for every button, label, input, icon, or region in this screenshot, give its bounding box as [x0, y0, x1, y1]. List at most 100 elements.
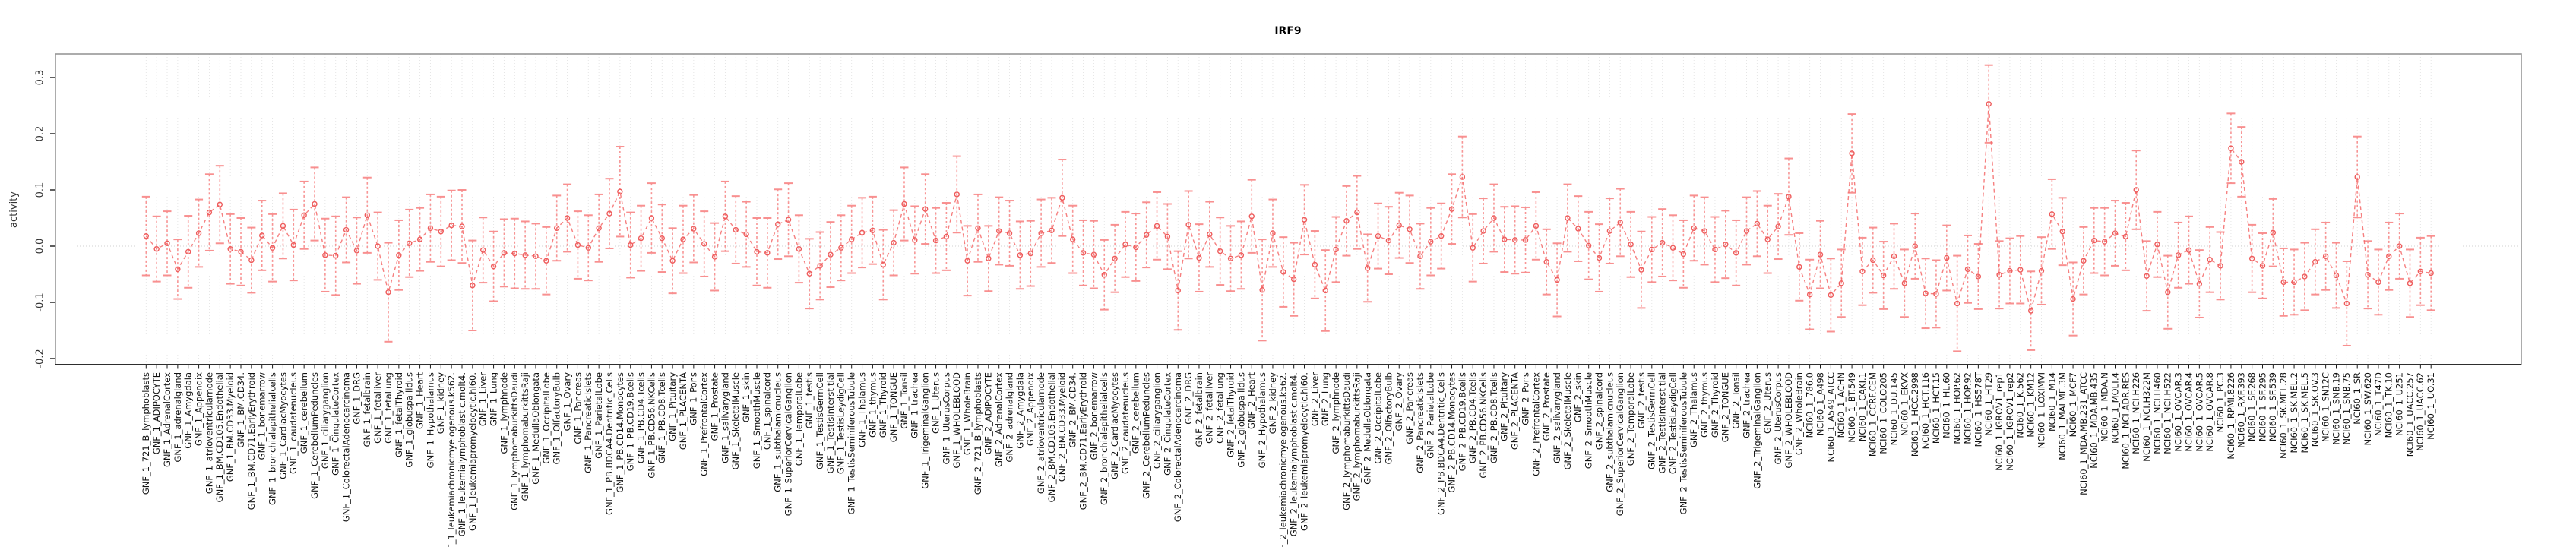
x-tick-label: GNF_2_SuperiorCervicalGanglion [1615, 372, 1625, 516]
data-point-marker [1628, 242, 1634, 248]
x-tick-label: NCI60_1_NCI.H322M [2141, 372, 2152, 462]
x-tick-label: NCI60_1_HOP.62 [1952, 372, 1963, 444]
x-tick-label: GNF_2_adrenalgland [1004, 372, 1014, 463]
x-tick-label: GNF_1_BM.CD71.EarlyErythroid [246, 372, 257, 510]
data-point-marker [2091, 237, 2097, 244]
x-tick-label: GNF_1_kidney [435, 372, 446, 434]
data-point-marker [1080, 250, 1087, 256]
x-tick-label: GNF_1_trachea [910, 372, 920, 438]
x-tick-label: GNF_1_PB.CD56.NKCells [646, 372, 657, 479]
data-point-marker [227, 246, 233, 252]
data-point-marker [1322, 287, 1328, 294]
data-point-marker [2144, 273, 2150, 279]
data-point-marker [1290, 276, 1297, 283]
data-point-marker [375, 243, 381, 249]
x-tick-label: GNF_1_lymphnode [498, 372, 509, 454]
x-tick-label: NCI60_1_OVCAR.5 [2194, 372, 2204, 452]
data-point-marker [1891, 253, 1897, 260]
data-point-marker [2291, 279, 2297, 286]
data-point-marker [1143, 232, 1150, 238]
x-tick-label: GNF_1_PancreaticIslets [583, 372, 593, 473]
x-tick-label: NCI60_1_UO.31 [2426, 372, 2436, 440]
data-point-marker [1954, 300, 1960, 307]
x-tick-label: GNF_2_PB.BDCA4.Dentritic_Cells [1436, 372, 1447, 515]
x-tick-label: NCI60_1_UACC.62 [2415, 372, 2426, 451]
data-point-marker [1806, 291, 1813, 298]
x-tick-label: GNF_1_TrigeminalGanglion [920, 372, 931, 489]
x-tick-label: GNF_1_Hypothalamus [425, 372, 435, 468]
x-tick-label: GNF_2_leukemialymphoblastic.molt4. [1289, 372, 1299, 536]
data-point-marker [1659, 239, 1666, 246]
x-tick-label: GNF_2_lymphomaburkittsDaudi [1341, 372, 1352, 510]
y-tick-label: -0.1 [35, 292, 46, 311]
x-tick-label: NCI60_1_SF.268 [2247, 372, 2258, 441]
x-tick-label: GNF_2_PB.CD19.Bcells [1457, 372, 1467, 471]
x-tick-label: GNF_2_cerebellum [1131, 372, 1141, 454]
x-tick-label: GNF_2_TONGUE [1720, 372, 1731, 442]
data-point-marker [1733, 250, 1739, 256]
x-tick-label: GNF_1_leukemiapromyelocytic.hl60. [467, 372, 478, 531]
data-point-marker [259, 232, 265, 239]
data-point-marker [1280, 269, 1286, 275]
data-point-marker [2070, 296, 2076, 302]
data-point-marker [2133, 187, 2139, 193]
x-tick-label: GNF_1_BM.CD34. [236, 372, 246, 448]
x-tick-label: GNF_2_bronchialepithelialcells [1099, 372, 1109, 505]
x-tick-label: GNF_1_TONGUE [888, 372, 899, 442]
y-tick-label: 0.2 [35, 126, 46, 142]
data-point-marker [943, 233, 950, 240]
x-tick-label: GNF_1_TestisSeminiferousTubule [847, 372, 857, 514]
x-tick-label: GNF_1_PB.CD19.Bcells [625, 372, 636, 471]
data-point-marker [164, 240, 170, 246]
data-point-marker [1585, 242, 1592, 248]
x-tick-label: GNF_1_CardiacMyocytes [277, 372, 288, 479]
x-tick-label: GNF_1_TemporalLobe [793, 372, 804, 466]
data-point-marker [954, 191, 960, 198]
x-tick-label: GNF_2_caudatenucleus [1120, 372, 1131, 474]
x-tick-label: NCI60_1_HS578T [1973, 371, 1983, 447]
x-tick-label: NCI60_1_SF.295 [2257, 372, 2267, 441]
data-point-marker [2270, 229, 2277, 235]
data-point-marker [1617, 220, 1623, 226]
x-tick-label: GNF_2_Pituitary [1499, 372, 1510, 441]
data-point-marker [1754, 220, 1761, 227]
x-tick-label: GNF_1_ADIPOCYTE [151, 372, 162, 454]
chart-title: IRF9 [1274, 25, 1301, 37]
data-point-marker [2154, 242, 2160, 248]
data-point-marker [1764, 236, 1771, 242]
data-point-marker [1533, 223, 1540, 229]
x-tick-label: NCI60_1_ACHN [1836, 372, 1847, 438]
x-tick-label: NCI60_1_MOLT.4 [2109, 372, 2120, 444]
x-tick-label: NCI60_1_HOP.92 [1962, 372, 1973, 444]
data-point-marker [312, 201, 318, 207]
data-point-marker [1364, 265, 1371, 271]
x-tick-label: GNF_1_salivarygland [720, 372, 730, 463]
data-point-marker [280, 223, 286, 229]
data-point-marker [2259, 263, 2266, 269]
data-point-marker [1565, 215, 1571, 221]
data-point-marker [1975, 273, 1982, 280]
x-tick-label: GNF_2_BM.CD34. [1068, 372, 1078, 448]
x-tick-label: NCI60_1_PC.3 [2215, 372, 2226, 432]
gridline-layer [55, 54, 2521, 365]
data-point-marker [1438, 232, 1445, 239]
data-point-marker [143, 232, 150, 239]
data-point-marker [2007, 267, 2013, 274]
data-point-marker [606, 210, 612, 217]
data-point-marker [1480, 228, 1486, 234]
x-tick-label: GNF_1_thymus [867, 372, 878, 438]
x-tick-label: GNF_1_Thalamus [857, 372, 868, 447]
data-point-marker [511, 250, 517, 257]
x-tick-label: GNF_2_DRG [1183, 372, 1194, 425]
data-point-marker [932, 237, 939, 244]
x-tick-label: GNF_1_CerebellumPeduncles [309, 372, 320, 499]
x-tick-label: GNF_2_WHOLEBLOOD [1783, 372, 1794, 469]
data-point-marker [1923, 290, 1929, 296]
x-tick-label: NCI60_1_HCT.15 [1931, 372, 1941, 444]
data-point-marker [1502, 236, 1508, 242]
data-point-marker [1069, 236, 1076, 242]
x-tick-label: GNF_2_PB.CD4.Tcells [1467, 372, 1478, 463]
data-point-marker [1090, 251, 1097, 258]
x-tick-label: GNF_2_testis [1636, 372, 1647, 428]
